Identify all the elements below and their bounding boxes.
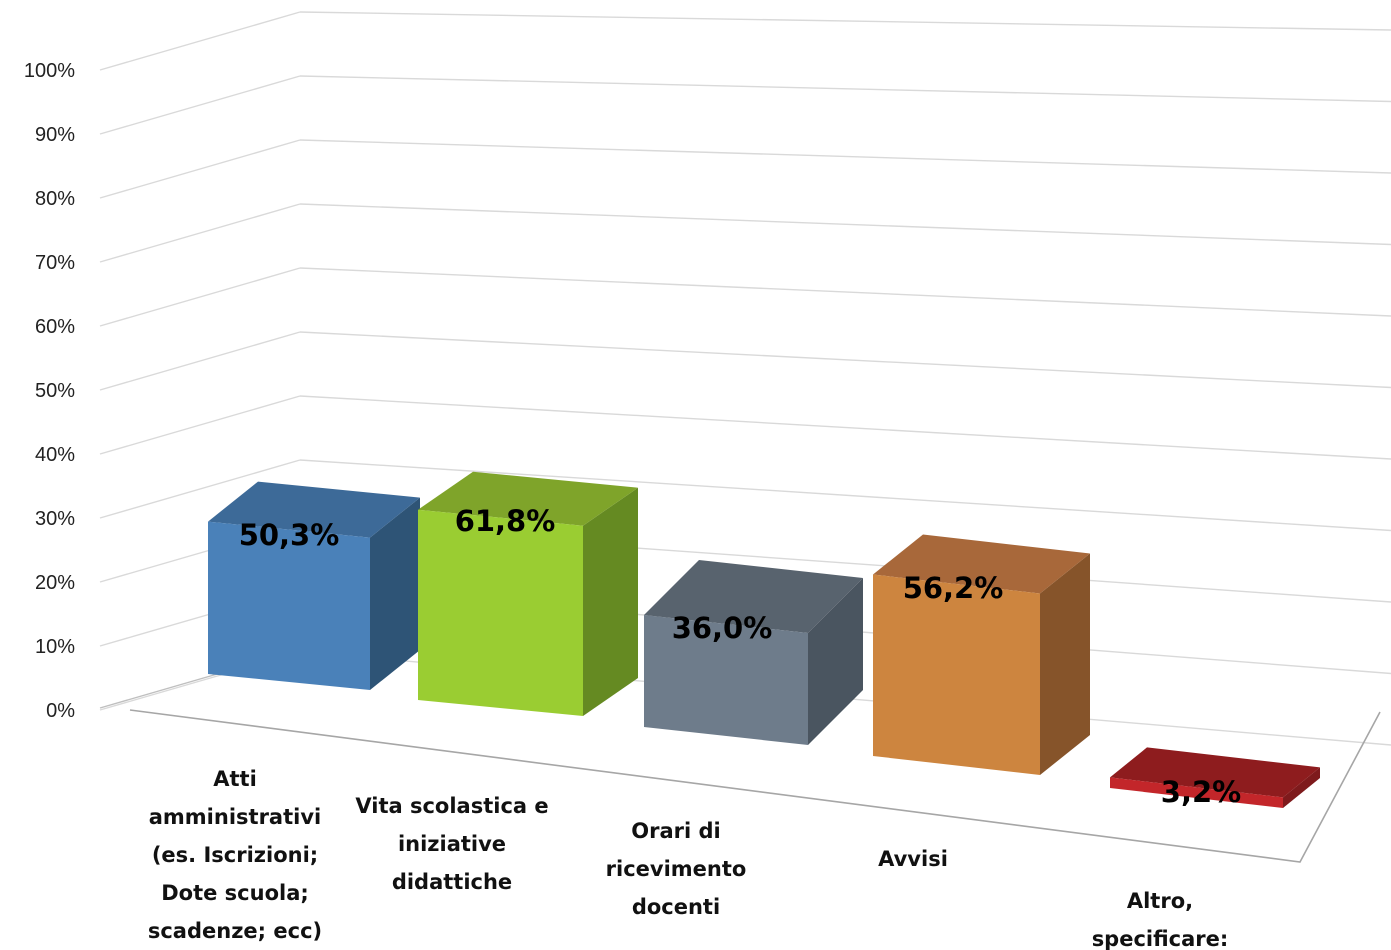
bar (208, 481, 420, 690)
gridline-side (99, 459, 301, 519)
y-tick-label: 50% (35, 380, 75, 402)
gridline (299, 267, 1391, 317)
bar-front (418, 509, 583, 716)
bar-top (644, 560, 863, 633)
bars (208, 471, 1320, 808)
gridline (299, 459, 1391, 532)
y-tick-label: 30% (35, 508, 75, 530)
category-label: Avvisi (878, 847, 948, 871)
bar-side (583, 487, 638, 716)
bar-top (873, 534, 1090, 594)
bar (644, 560, 863, 745)
bar-side (370, 497, 420, 690)
gridline-side (99, 203, 301, 263)
bar-side (1283, 767, 1320, 808)
data-label: 3,2% (1161, 775, 1241, 809)
bar-side (1040, 553, 1090, 775)
bar-top (1110, 747, 1320, 798)
gridline (299, 395, 1391, 460)
y-tick-label: 90% (35, 124, 75, 146)
bar-front (873, 574, 1040, 775)
gridline (299, 331, 1391, 389)
y-tick-label: 10% (35, 636, 75, 658)
y-tick-label: 0% (46, 700, 75, 722)
data-label: 50,3% (239, 518, 340, 552)
gridline (299, 75, 1391, 103)
y-tick-label: 70% (35, 252, 75, 274)
y-tick-label: 60% (35, 316, 75, 338)
bar (873, 534, 1090, 775)
category-label: Atti amministrativi (es. Iscrizioni; Dote s… (148, 767, 322, 943)
gridline-side (99, 11, 301, 71)
category-label: Orari di ricevimento docenti (606, 819, 747, 919)
floor-edge (129, 709, 1381, 863)
data-labels: 50,3% 61,8% 36,0% 56,2% 3,2% (239, 504, 1242, 809)
gridline-side (99, 75, 301, 135)
gridline-side (99, 395, 301, 455)
y-tick-label: 100% (24, 60, 75, 82)
bar (418, 471, 638, 716)
category-label: Altro, specificare: (1092, 889, 1229, 950)
y-tick-label: 80% (35, 188, 75, 210)
gridline (299, 203, 1391, 246)
gridline (299, 139, 1391, 174)
bar-front (1110, 777, 1283, 808)
y-tick-label: 20% (35, 572, 75, 594)
gridline-side (99, 139, 301, 199)
bar-front (208, 521, 370, 690)
bar-top (208, 481, 420, 538)
data-label: 61,8% (455, 504, 556, 538)
y-tick-label: 40% (35, 444, 75, 466)
bar (1110, 747, 1320, 808)
gridline (299, 11, 1391, 31)
bar-side (808, 578, 863, 745)
data-label: 56,2% (903, 571, 1004, 605)
category-label: Vita scolastica e iniziative didattiche (355, 794, 548, 894)
category-labels: Atti amministrativi (es. Iscrizioni; Dote s… (148, 767, 1228, 950)
gridline-side (99, 331, 301, 391)
bar-top (418, 471, 638, 526)
data-label: 36,0% (672, 611, 773, 645)
y-axis: 0% 10% 20% 30% 40% 50% 60% 70% 80% 90% 100% (24, 60, 75, 722)
gridline-side (99, 267, 301, 327)
bar-front (644, 615, 808, 745)
